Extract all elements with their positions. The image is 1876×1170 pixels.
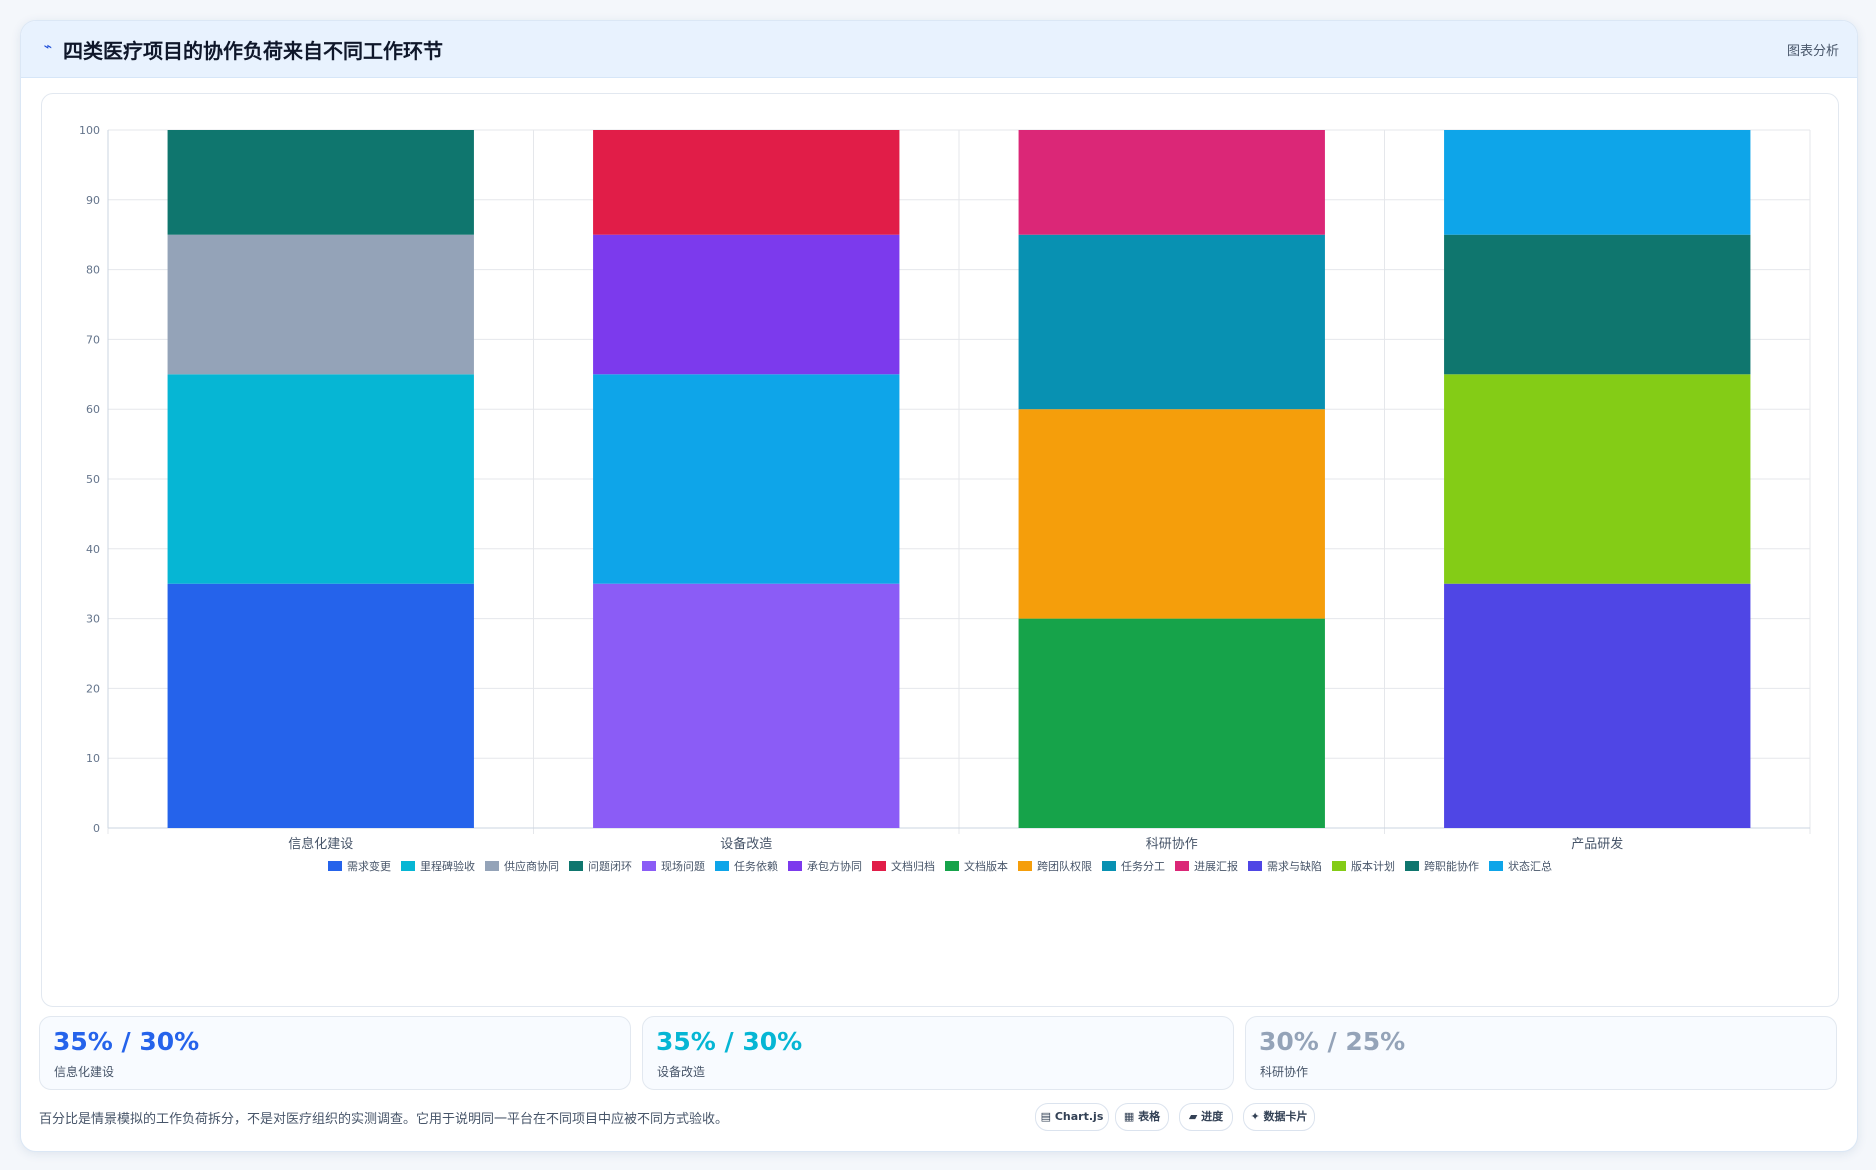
legend-swatch[interactable] <box>401 861 415 871</box>
legend-label[interactable]: 文档版本 <box>964 859 1008 873</box>
y-tick-label: 80 <box>86 264 100 277</box>
legend-swatch[interactable] <box>715 861 729 871</box>
kpi-label: 信息化建设 <box>54 1065 115 1079</box>
y-tick-label: 30 <box>86 613 100 626</box>
bar-segment[interactable] <box>1444 374 1751 584</box>
y-tick-label: 70 <box>86 333 100 346</box>
chart-panel: 0 10 20 30 40 50 60 70 80 90 100 信息化建设 设备改造 科研协作 产品研发需… <box>41 93 1839 1007</box>
x-tick-label: 设备改造 <box>720 836 772 852</box>
chart-analysis-tag[interactable]: 图表分析 <box>1786 44 1839 59</box>
bar-segment[interactable] <box>1018 618 1325 828</box>
card-header: ⌁ 四类医疗项目的协作负荷来自不同工作环节 图表分析 <box>21 21 1857 78</box>
pill-label: Chart.js <box>1054 1110 1104 1123</box>
bar-segment[interactable] <box>1444 130 1751 235</box>
chartjs-pill[interactable]: ▤ Chart.js <box>1035 1103 1109 1131</box>
x-tick-label: 科研协作 <box>1146 837 1198 852</box>
chart-card: ⌁ 四类医疗项目的协作负荷来自不同工作环节 图表分析 0 10 20 30 40 50 60… <box>20 20 1858 1152</box>
table-pill[interactable]: ▦ 表格 <box>1115 1103 1169 1131</box>
bar-segment[interactable] <box>593 583 900 828</box>
legend-swatch[interactable] <box>1489 861 1503 871</box>
legend-swatch[interactable] <box>642 861 656 871</box>
chart-icon: ▤ <box>1040 1110 1052 1123</box>
legend-swatch[interactable] <box>788 861 802 871</box>
legend-swatch[interactable] <box>945 861 959 871</box>
kpi-value: 30% / 25% <box>1259 1027 1406 1056</box>
bar-segment[interactable] <box>1018 409 1325 619</box>
kpi-label: 设备改造 <box>657 1065 706 1079</box>
legend-swatch[interactable] <box>1332 861 1346 871</box>
table-icon: ▦ <box>1123 1110 1135 1123</box>
sparkle-icon: ✦ <box>1250 1110 1260 1123</box>
legend-swatch[interactable] <box>1018 861 1032 871</box>
legend-swatch[interactable] <box>1175 861 1189 871</box>
bar-segment[interactable] <box>1444 583 1751 828</box>
y-tick-label: 50 <box>86 473 100 486</box>
legend-label[interactable]: 里程碑验收 <box>420 859 475 873</box>
legend-label[interactable]: 需求变更 <box>347 859 391 873</box>
bar-segment[interactable] <box>593 374 900 584</box>
kpi-card: 30% / 25% 科研协作 <box>1245 1016 1837 1090</box>
chart-line-icon: ⌁ <box>43 39 53 55</box>
legend-label[interactable]: 现场问题 <box>661 859 705 873</box>
bar-segment[interactable] <box>593 130 900 235</box>
legend-swatch[interactable] <box>569 861 583 871</box>
legend-swatch[interactable] <box>485 861 499 871</box>
legend-swatch[interactable] <box>872 861 886 871</box>
kpi-row: 35% / 30% 信息化建设 35% / 30% 设备改造 30% / 25%… <box>39 1016 1839 1090</box>
bar-segment[interactable] <box>167 374 474 584</box>
x-tick-label: 信息化建设 <box>288 836 353 852</box>
footnote: 百分比是情景模拟的工作负荷拆分，不是对医疗组织的实测调查。它用于说明同一平台在不… <box>39 1112 729 1127</box>
legend-label[interactable]: 供应商协同 <box>504 859 559 873</box>
x-tick-label: 产品研发 <box>1571 836 1623 852</box>
y-tick-label: 60 <box>86 403 100 416</box>
legend-label[interactable]: 状态汇总 <box>1508 859 1552 873</box>
progress-pill[interactable]: ▰ 进度 <box>1179 1103 1233 1131</box>
bar-segment[interactable] <box>1018 234 1325 410</box>
legend-label[interactable]: 跨团队权限 <box>1037 859 1092 873</box>
kpi-value: 35% / 30% <box>656 1027 803 1056</box>
y-tick-label: 10 <box>86 752 100 765</box>
legend-label[interactable]: 跨职能协作 <box>1424 859 1479 873</box>
pill-label: 表格 <box>1138 1110 1161 1123</box>
legend-label[interactable]: 进展汇报 <box>1194 859 1238 873</box>
legend-label[interactable]: 任务依赖 <box>734 860 778 873</box>
bar-segment[interactable] <box>167 234 474 375</box>
bar-segment[interactable] <box>167 583 474 828</box>
legend-label[interactable]: 问题闭环 <box>588 860 632 873</box>
bar-segment[interactable] <box>1444 234 1751 375</box>
legend-swatch[interactable] <box>328 861 342 871</box>
legend-label[interactable]: 任务分工 <box>1121 860 1165 873</box>
legend-swatch[interactable] <box>1405 861 1419 871</box>
stacked-bar-chart: 0 10 20 30 40 50 60 70 80 90 100 信息化建设 设备改造 科研协作 产品研发需… <box>79 124 1811 873</box>
kpi-card: 35% / 30% 信息化建设 <box>39 1016 631 1090</box>
legend-label[interactable]: 文档归档 <box>891 859 935 873</box>
legend-label[interactable]: 版本计划 <box>1351 859 1395 873</box>
y-tick-label: 0 <box>93 822 100 835</box>
legend-swatch[interactable] <box>1102 861 1116 871</box>
legend-label[interactable]: 需求与缺陷 <box>1267 859 1322 873</box>
y-tick-label: 40 <box>86 543 100 556</box>
bar-segment[interactable] <box>167 130 474 235</box>
bar-segment[interactable] <box>593 234 900 375</box>
page-title: 四类医疗项目的协作负荷来自不同工作环节 <box>63 39 443 63</box>
legend-swatch[interactable] <box>1248 861 1262 871</box>
data-card-pill[interactable]: ✦ 数据卡片 <box>1243 1103 1315 1131</box>
kpi-card: 35% / 30% 设备改造 <box>642 1016 1234 1090</box>
y-tick-label: 20 <box>86 682 100 695</box>
y-tick-label: 90 <box>86 194 100 207</box>
progress-icon: ▰ <box>1188 1110 1198 1123</box>
y-tick-label: 100 <box>79 124 100 137</box>
bar-segment[interactable] <box>1018 130 1325 235</box>
pill-label: 进度 <box>1201 1110 1224 1123</box>
pill-label: 数据卡片 <box>1263 1110 1308 1123</box>
legend-label[interactable]: 承包方协同 <box>807 859 862 873</box>
kpi-label: 科研协作 <box>1260 1065 1309 1079</box>
kpi-value: 35% / 30% <box>53 1027 200 1056</box>
